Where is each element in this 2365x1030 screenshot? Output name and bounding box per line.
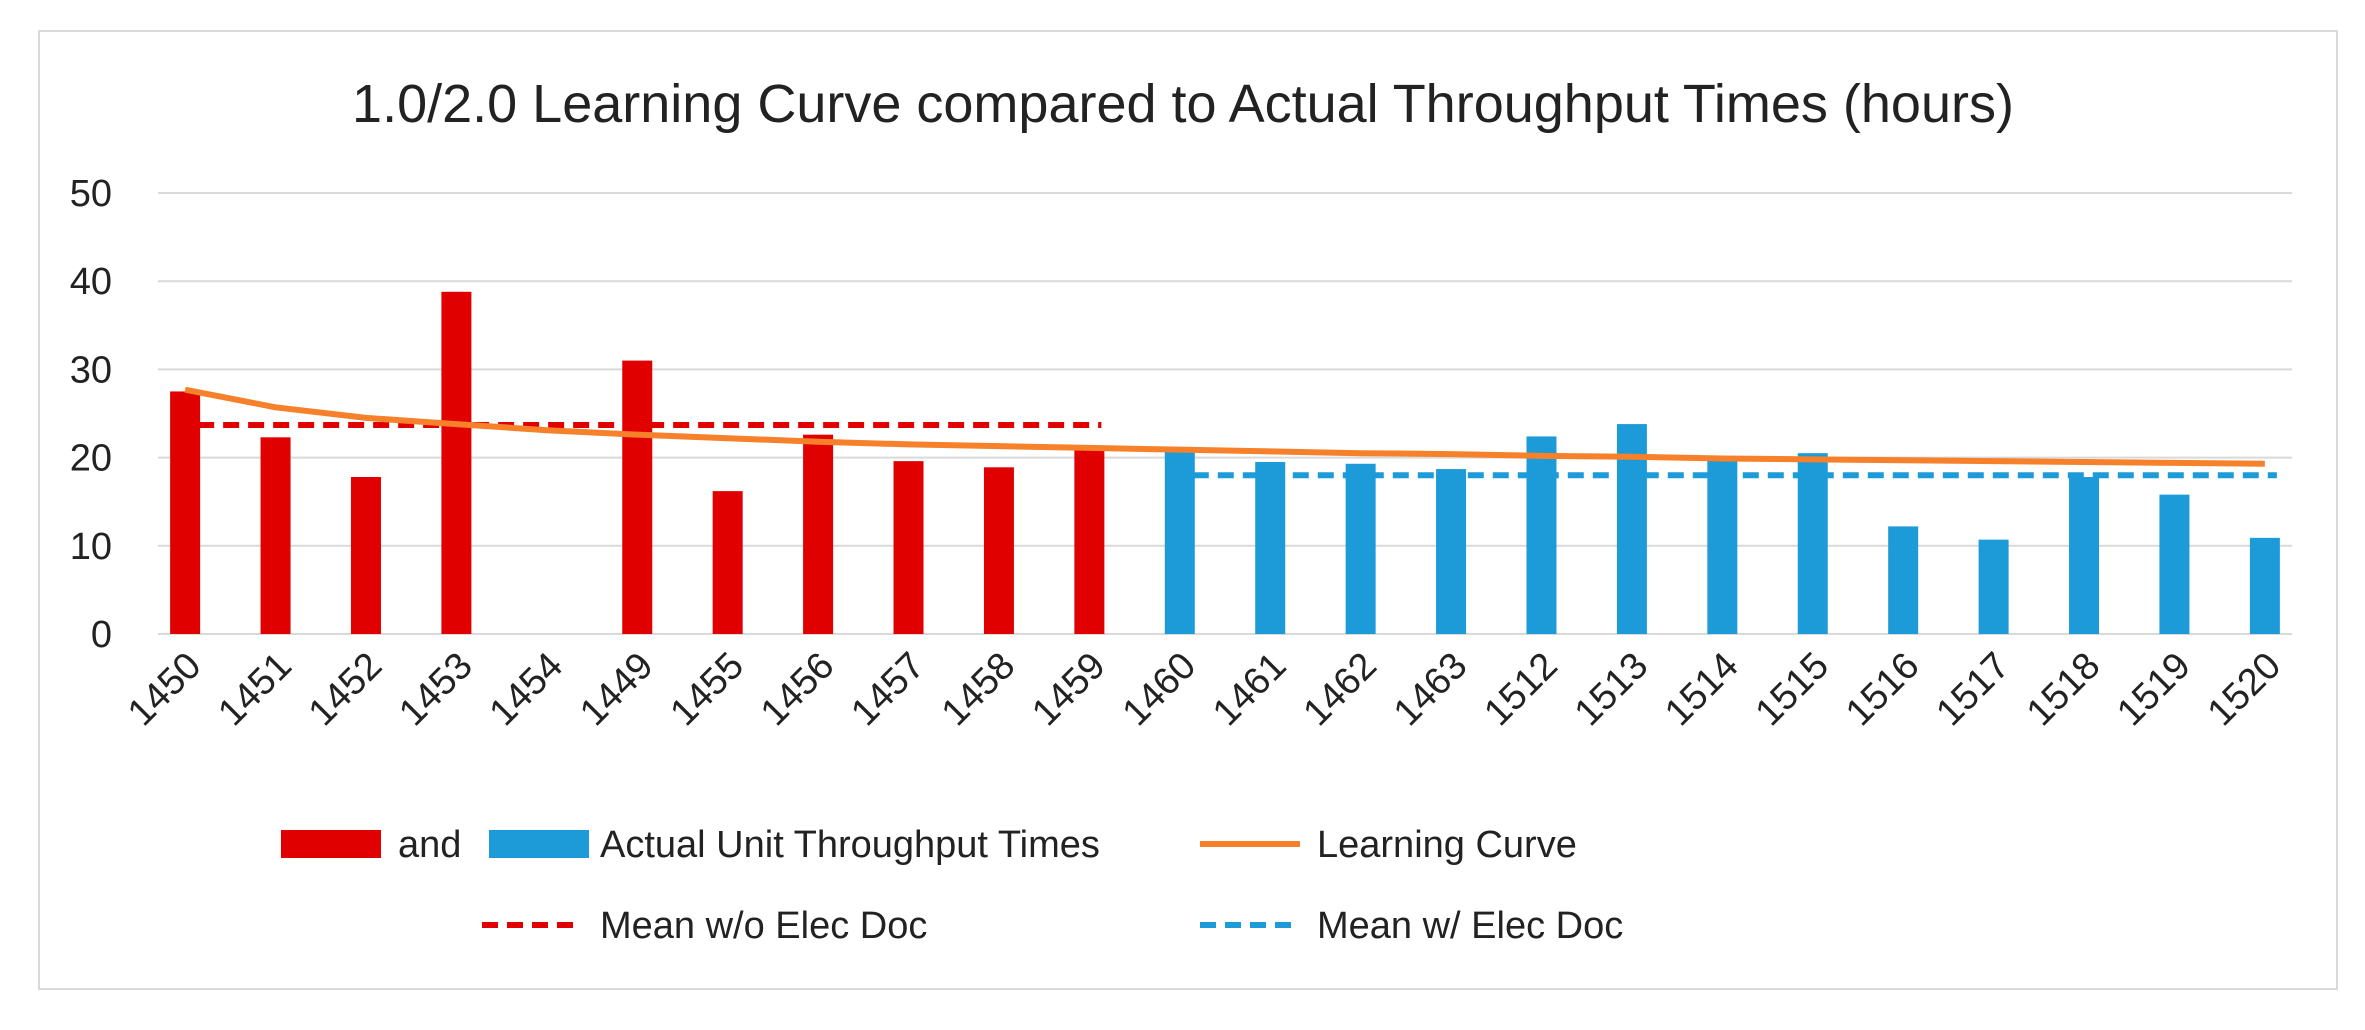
x-tick-label: 1456 [753, 645, 842, 734]
bar [441, 291, 472, 634]
x-tick-label: 1454 [482, 645, 571, 734]
y-tick-label: 30 [70, 349, 112, 391]
bar [1978, 539, 2009, 634]
legend-label: Mean w/ Elec Doc [1317, 905, 1623, 947]
bar [1436, 469, 1467, 634]
bar [712, 491, 743, 634]
bars [170, 291, 2280, 634]
legend-label: Learning Curve [1317, 824, 1577, 866]
bar [1074, 446, 1105, 634]
x-tick-label: 1515 [1748, 645, 1837, 734]
bar [2159, 494, 2190, 634]
x-tick-label: 1452 [301, 645, 390, 734]
x-tick-label: 1453 [391, 645, 480, 734]
y-tick-label: 20 [70, 438, 112, 480]
x-tick-label: 1461 [1205, 645, 1294, 734]
x-tick-label: 1517 [1928, 645, 2017, 734]
bar [1888, 526, 1919, 634]
x-tick-label: 1516 [1838, 645, 1927, 734]
y-tick-label: 10 [70, 526, 112, 568]
x-axis-ticks: 1450 1451 1452 1453 1454 1449 1455 1456 1457 1458… [120, 645, 2289, 734]
bar [983, 467, 1014, 634]
bar [1526, 436, 1557, 634]
bar [1164, 448, 1195, 634]
x-tick-label: 1519 [2109, 645, 2198, 734]
legend-label: and [398, 824, 461, 866]
y-tick-label: 0 [91, 614, 112, 656]
x-tick-label: 1514 [1657, 645, 1746, 734]
x-tick-label: 1463 [1386, 645, 1475, 734]
x-tick-label: 1449 [572, 645, 661, 734]
bar [1797, 453, 1828, 634]
x-tick-label: 1457 [843, 645, 932, 734]
x-tick-label: 1518 [2019, 645, 2108, 734]
legend-swatch [489, 830, 589, 858]
series-lines [173, 386, 2277, 479]
bar [2249, 537, 2280, 634]
y-tick-label: 40 [70, 261, 112, 303]
x-tick-label: 1451 [210, 645, 299, 734]
bar [2069, 477, 2100, 634]
x-tick-label: 1455 [663, 645, 752, 734]
bar [1255, 462, 1286, 634]
bar [803, 434, 834, 634]
gridlines [158, 192, 2292, 635]
x-tick-label: 1458 [934, 645, 1023, 734]
legend-swatch [281, 830, 381, 858]
bar [893, 461, 924, 634]
legend-label: Actual Unit Throughput Times [600, 824, 1100, 866]
bar [1345, 463, 1376, 634]
bar [1707, 458, 1738, 634]
x-tick-label: 1450 [120, 645, 209, 734]
bar [170, 391, 201, 634]
x-tick-label: 1459 [1024, 645, 1113, 734]
learning-curve-line [184, 386, 2265, 467]
bar [260, 437, 291, 634]
x-tick-label: 1513 [1567, 645, 1656, 734]
bar [350, 477, 381, 634]
legend-label: Mean w/o Elec Doc [600, 905, 927, 947]
legend: and Actual Unit Throughput Times Learning … [281, 824, 1623, 947]
chart-title: 1.0/2.0 Learning Curve compared to Actua… [352, 74, 2014, 134]
y-axis-ticks: 0 10 20 30 40 50 [70, 173, 112, 656]
x-tick-label: 1512 [1476, 645, 1565, 734]
y-tick-label: 50 [70, 173, 112, 215]
bar [622, 360, 653, 634]
x-tick-label: 1460 [1115, 645, 1204, 734]
x-tick-label: 1462 [1296, 645, 1385, 734]
x-tick-label: 1520 [2200, 645, 2289, 734]
